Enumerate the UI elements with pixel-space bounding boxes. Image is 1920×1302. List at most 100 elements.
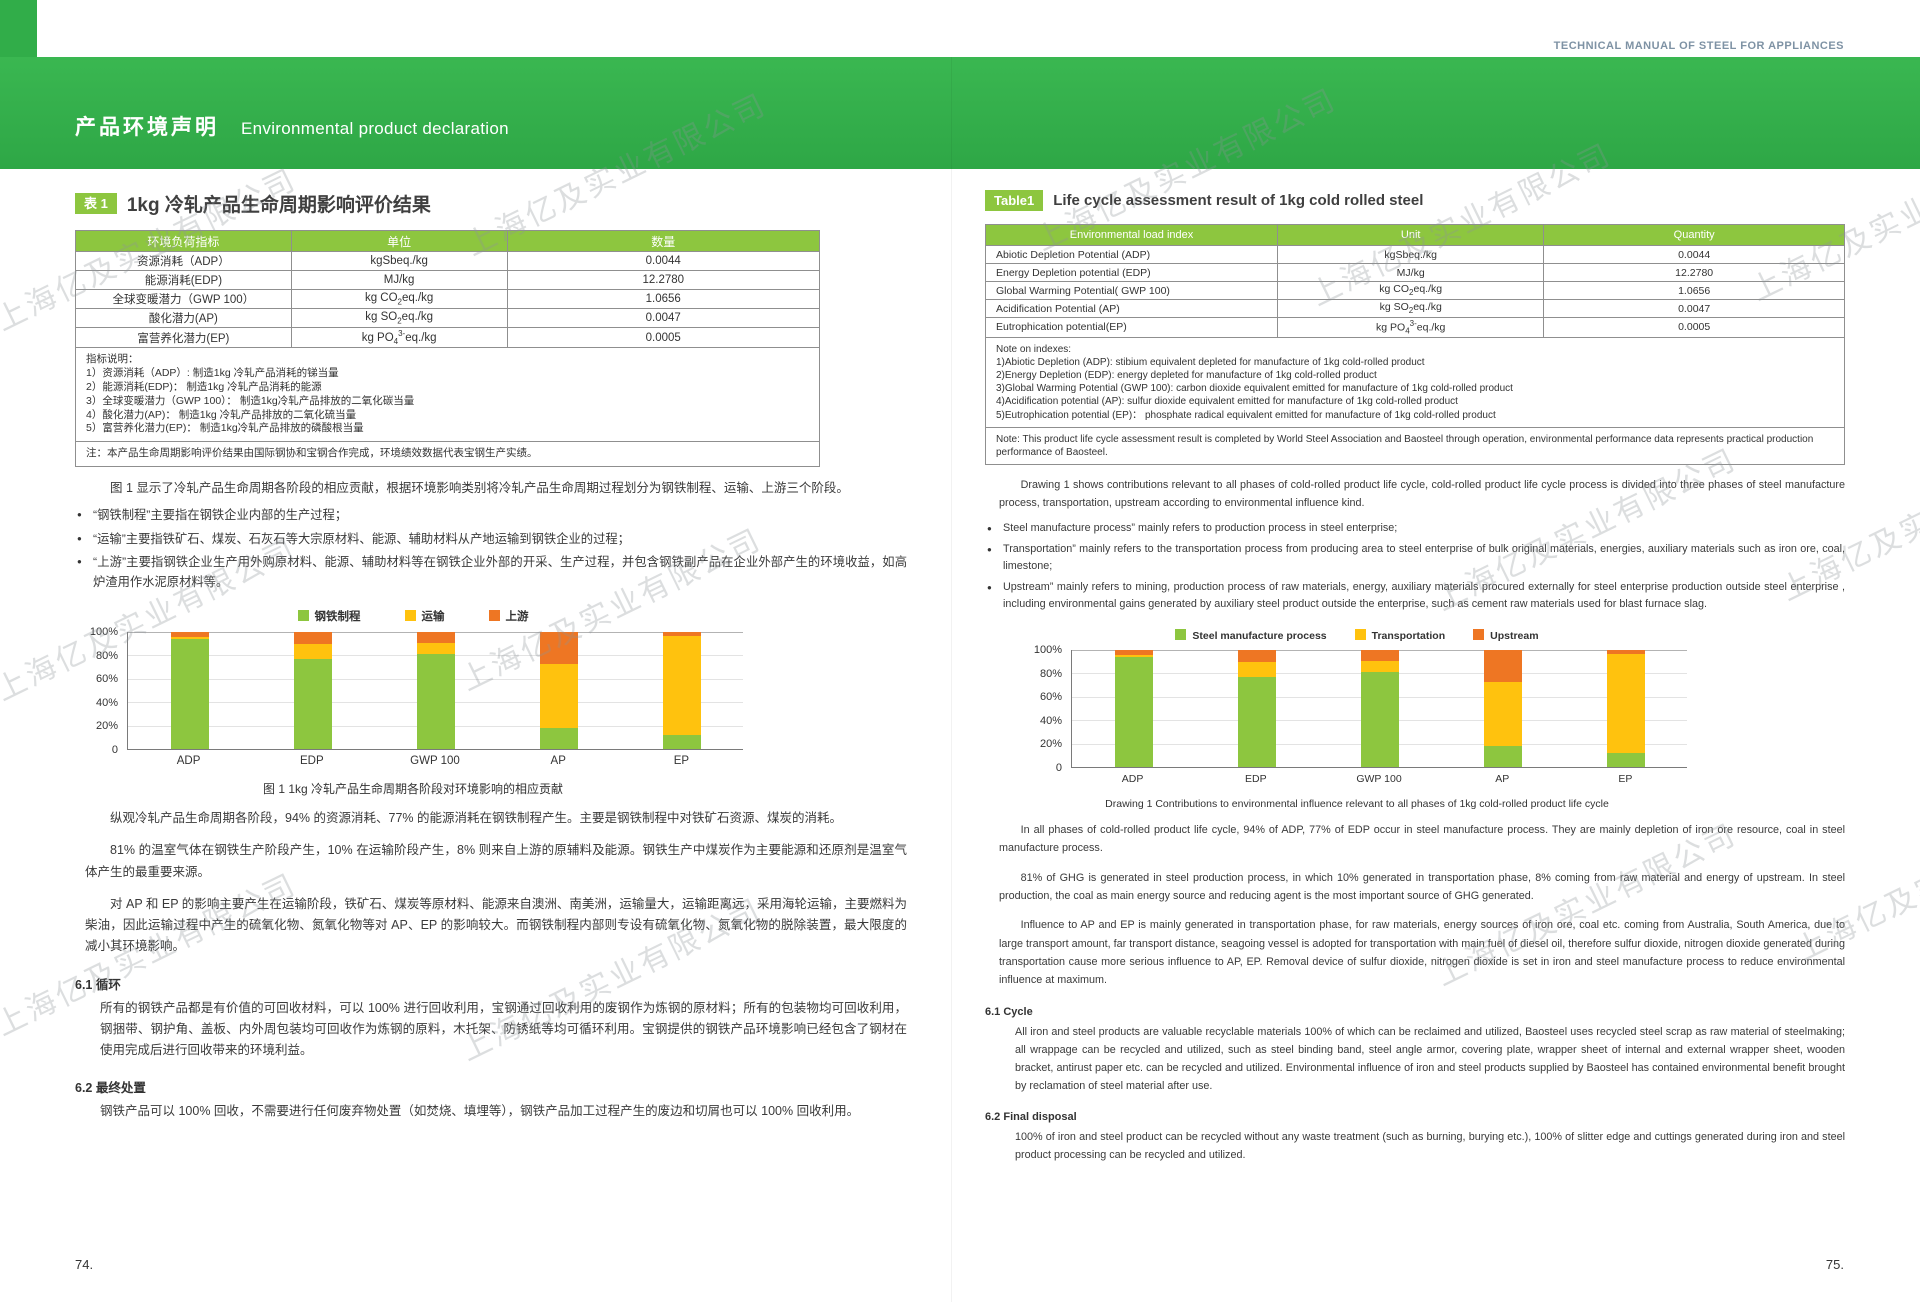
bar-slot [1072,650,1195,768]
bar-segment [1360,650,1399,661]
cell-unit: MJ/kg [1277,263,1545,282]
stacked-bar-ep [1606,650,1645,768]
cell-index: Global Warming Potential( GWP 100) [984,281,1279,300]
chart-x-axis: ADP EDP GWP 100 AP EP [127,755,743,767]
bar-segment [293,643,332,659]
lifecycle-stacked-bar-chart-cn: 钢铁制程 运输 上游 100% 80% 60% 40% 20% 0 ADP EDP GWP 100 AP… [83,608,743,767]
chart-block-cn: 钢铁制程 运输 上游 100% 80% 60% 40% 20% 0 ADP EDP GWP 100 AP… [83,608,743,797]
table-row: Acidification Potential (AP) kg SO2eq./k… [984,299,1845,318]
note-line: 2）能源消耗(EDP)： 制造1kg 冷轧产品消耗的能源 [86,380,322,393]
manual-title: TECHNICAL MANUAL OF STEEL FOR APPLIANCES [1553,40,1844,52]
bullet-item: Upstream” mainly refers to mining, produ… [987,579,1845,613]
chart-plot-area: 100% 80% 60% 40% 20% 0 [1027,644,1687,774]
table-title-en: Life cycle assessment result of 1kg cold… [1053,192,1424,209]
bar-segment [662,635,701,736]
table-row: 能源消耗(EDP) MJ/kg 12.2780 [75,270,820,290]
col-header-index: 环境负荷指标 [75,230,292,252]
section-62-title: 6.2 Final disposal [985,1111,1077,1124]
table-row: 富营养化潜力(EP) kg PO43-eq./kg 0.0005 [75,326,820,349]
stacked-bar-gwp-100 [1360,650,1399,768]
cell-index: 全球变暖潜力（GWP 100） [75,289,292,309]
note-line: 2)Energy Depletion (EDP): energy deplete… [996,369,1377,381]
lca-table-en: Environmental load index Unit Quantity A… [984,224,1845,466]
table-notes-row: 指标说明： 1）资源消耗（ADP）: 制造1kg 冷轧产品消耗的锑当量 2）能源… [75,347,820,443]
cell-qty: 0.0005 [1543,317,1845,338]
cell-index: Eutrophication potential(EP) [984,317,1279,338]
bullet-item: “运输”主要指铁矿石、煤炭、石灰石等大宗原材料、能源、辅助材料从产地运输到钢铁企… [77,530,907,549]
cell-qty: 0.0005 [506,326,820,349]
section-band: 产品环境声明 Environmental product declaration [0,57,1920,169]
intro-paragraph: 图 1 显示了冷轧产品生命周期各阶段的相应贡献，根据环境影响类别将冷轧产品生命周… [110,481,849,496]
bar-slot [497,632,620,750]
bar-segment [1483,650,1522,682]
cell-index: 资源消耗（ADP） [75,251,292,271]
page-number-left: 74. [75,1257,94,1272]
cell-qty: 0.0044 [506,251,820,271]
body-paragraph: In all phases of cold-rolled product lif… [999,824,1845,855]
x-category-label: GWP 100 [1356,773,1402,786]
cell-qty: 0.0047 [506,308,820,328]
table-source-note-row: 注：本产品生命周期影响评价结果由国际钢协和宝钢合作完成，环境绩效数据代表宝钢生产… [75,441,820,468]
cell-unit: kg CO2eq./kg [1277,281,1545,300]
legend-label: 上游 [505,611,529,624]
table-row: Global Warming Potential( GWP 100) kg CO… [984,281,1845,300]
bar-segment [1237,650,1276,662]
x-category-label: AP [550,755,566,768]
cell-index: Energy Depletion potential (EDP) [984,263,1279,282]
bar-segment [1237,676,1276,768]
bar-slot [128,632,251,750]
table1-heading-cn: 表 1 1kg 冷轧产品生命周期影响评价结果 [75,190,907,217]
bullet-item: Steel manufacture process” mainly refers… [987,520,1845,537]
page-number-right: 75. [1825,1257,1844,1272]
page-left: 表 1 1kg 冷轧产品生命周期影响评价结果 环境负荷指标 单位 数量 资源消耗… [75,190,907,1122]
bar-segment [1114,654,1153,658]
x-category-label: EP [673,755,690,768]
lifecycle-stacked-bar-chart-en: Steel manufacture process Transportation U… [1027,629,1687,785]
chart-block-en: Steel manufacture process Transportation U… [1027,629,1687,810]
bar-segment [539,632,578,664]
legend-label: Transportation [1371,630,1446,643]
index-notes: Note on indexes: 1)Abiotic Depletion (AD… [985,336,1845,428]
lca-table-cn: 环境负荷指标 单位 数量 资源消耗（ADP） kgSbeq./kg 0.0044… [75,230,820,468]
cell-qty: 0.0047 [1543,299,1845,318]
body-paragraph: 81% of GHG is generated in steel product… [999,871,1845,903]
stacked-bar-ap [539,632,578,750]
legend-label: Steel manufacture process [1192,630,1327,643]
source-note: 注：本产品生命周期影响评价结果由国际钢协和宝钢合作完成，环境绩效数据代表宝钢生产… [75,441,820,468]
notes-title: Note on indexes: [996,343,1072,355]
section-61-body: All iron and steel products are valuable… [1015,1025,1845,1093]
cell-unit: kg SO2eq./kg [290,308,508,328]
y-tick-label: 40% [95,696,118,709]
plot [127,632,743,751]
chart-caption-cn: 图 1 1kg 冷轧产品生命周期各阶段对环境影响的相应贡献 [262,782,564,797]
chart-x-axis: ADP EDP GWP 100 AP EP [1071,773,1687,785]
y-tick-label: 0 [1055,762,1062,775]
x-category-label: ADP [176,755,201,768]
y-tick-label: 0 [111,744,118,757]
table-row: Energy Depletion potential (EDP) MJ/kg 1… [984,263,1845,282]
table-header-row: 环境负荷指标 单位 数量 [75,230,820,252]
section-62-body: 100% of iron and steel product can be re… [1015,1131,1845,1162]
cell-qty: 12.2780 [506,270,820,290]
col-header-unit: Unit [1277,224,1545,246]
table-title-cn: 1kg 冷轧产品生命周期影响评价结果 [126,195,431,216]
bar-slot [1195,650,1318,768]
cell-unit: kgSbeq./kg [1277,245,1545,264]
y-tick-label: 100% [89,626,118,639]
bar-segment [662,632,701,636]
note-line: 4)Acidification potential (AP): sulfur d… [996,396,1458,408]
chart-y-axis: 100% 80% 60% 40% 20% 0 [1027,644,1071,774]
stacked-bar-ap [1483,650,1522,768]
bullet-item: Transportation” mainly refers to the tra… [987,541,1845,575]
notes-title: 指标说明： [86,353,139,366]
legend-swatch [1354,629,1366,641]
bullet-item: “钢铁制程”主要指在钢铁企业内部的生产过程； [77,506,907,525]
x-category-label: EDP [299,755,324,768]
page-fold-divider [951,57,952,1302]
y-tick-label: 80% [95,649,118,662]
table-row: 全球变暖潜力（GWP 100） kg CO2eq./kg 1.0656 [75,289,820,309]
bar-segment [1114,650,1153,655]
cell-qty: 12.2780 [1543,263,1845,282]
section-62-body: 钢铁产品可以 100% 回收，不需要进行任何废弃物处置（如焚烧、填埋等），钢铁产… [100,1103,860,1118]
bar-segment [1606,650,1645,654]
